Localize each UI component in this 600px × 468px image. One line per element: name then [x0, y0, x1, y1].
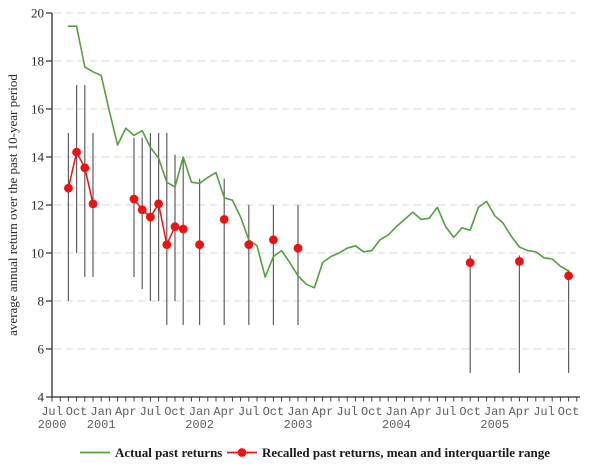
axes [46, 12, 580, 402]
y-tick-label: 10 [31, 246, 44, 261]
x-tick-month-label: Apr [115, 405, 137, 419]
gridlines [54, 12, 576, 350]
recalled-mean-point [137, 205, 147, 215]
y-tick-label: 12 [31, 198, 44, 213]
x-tick-year-label: 2000 [38, 418, 67, 432]
x-tick-month-label: Jan [189, 405, 211, 419]
y-tick-label: 16 [31, 102, 45, 117]
x-tick-month-label: Apr [312, 405, 334, 419]
recalled-mean-point [88, 199, 98, 209]
x-tick-month-label: Apr [213, 405, 235, 419]
x-tick-month-label: Apr [410, 405, 432, 419]
recalled-mean-point [162, 240, 172, 250]
recalled-mean-point [465, 258, 475, 267]
recalled-mean-point [515, 257, 524, 266]
legend-recalled-dot-swatch [237, 448, 247, 457]
x-tick-month-label: Jul [140, 405, 162, 419]
recalled-mean-point [170, 222, 180, 232]
legend: Actual past returns Recalled past return… [80, 445, 550, 460]
x-tick-month-label: Oct [558, 405, 580, 419]
recalled-mean-point [178, 224, 188, 234]
x-tick-year-label: 2003 [284, 418, 313, 432]
recalled-mean-point [129, 194, 139, 204]
x-tick-month-label: Oct [361, 405, 383, 419]
x-tick-month-label: Oct [263, 405, 285, 419]
x-tick-month-label: Jul [41, 405, 63, 419]
y-tick-label: 4 [38, 390, 45, 405]
recalled-mean-point [72, 147, 81, 157]
recalled-mean-point [146, 212, 155, 222]
x-tick-year-label: 2004 [382, 418, 411, 432]
x-tick-month-label: Jul [336, 405, 358, 419]
recalled-mean-point [269, 235, 278, 245]
recalled-mean-point [80, 163, 90, 173]
legend-label-recalled: Recalled past returns, mean and interqua… [262, 445, 550, 460]
x-tick-year-label: 2005 [480, 418, 509, 432]
recalled-mean-point [64, 183, 73, 193]
x-tick-month-label: Oct [66, 405, 88, 419]
recalled-mean-point [244, 240, 254, 250]
x-tick-month-label: Jan [386, 405, 408, 419]
recalled-mean-point [564, 271, 573, 281]
interquartile-bars [67, 85, 570, 373]
recalled-mean-point [195, 240, 205, 250]
x-tick-month-label: Jan [287, 405, 309, 419]
y-tick-label: 18 [31, 54, 44, 69]
actual-line-path [67, 25, 570, 289]
y-tick-label: 6 [38, 342, 45, 357]
x-tick-year-label: 2002 [185, 418, 214, 432]
x-tick-month-label: Jan [484, 405, 506, 419]
recalled-line-path [67, 151, 94, 204]
y-tick-label: 20 [31, 6, 44, 21]
x-tick-month-label: Apr [509, 405, 531, 419]
recalled-mean-point [293, 243, 303, 253]
actual-returns-line [67, 25, 570, 289]
x-tick-year-label: 2001 [87, 418, 116, 432]
y-axis-title: average annual return over the past 10-y… [5, 74, 20, 336]
recalled-mean-point [154, 199, 164, 209]
x-tick-month-label: Jul [435, 405, 457, 419]
y-tick-label: 8 [38, 294, 45, 309]
x-tick-month-label: Jul [238, 405, 260, 419]
recalled-returns-series [64, 147, 573, 281]
legend-label-actual: Actual past returns [115, 445, 222, 460]
x-tick-month-label: Jul [533, 405, 555, 419]
y-tick-label: 14 [31, 150, 45, 165]
x-tick-month-label: Oct [164, 405, 186, 419]
x-tick-month-label: Oct [459, 405, 481, 419]
x-tick-month-label: Jan [90, 405, 112, 419]
recalled-mean-point [219, 215, 229, 224]
